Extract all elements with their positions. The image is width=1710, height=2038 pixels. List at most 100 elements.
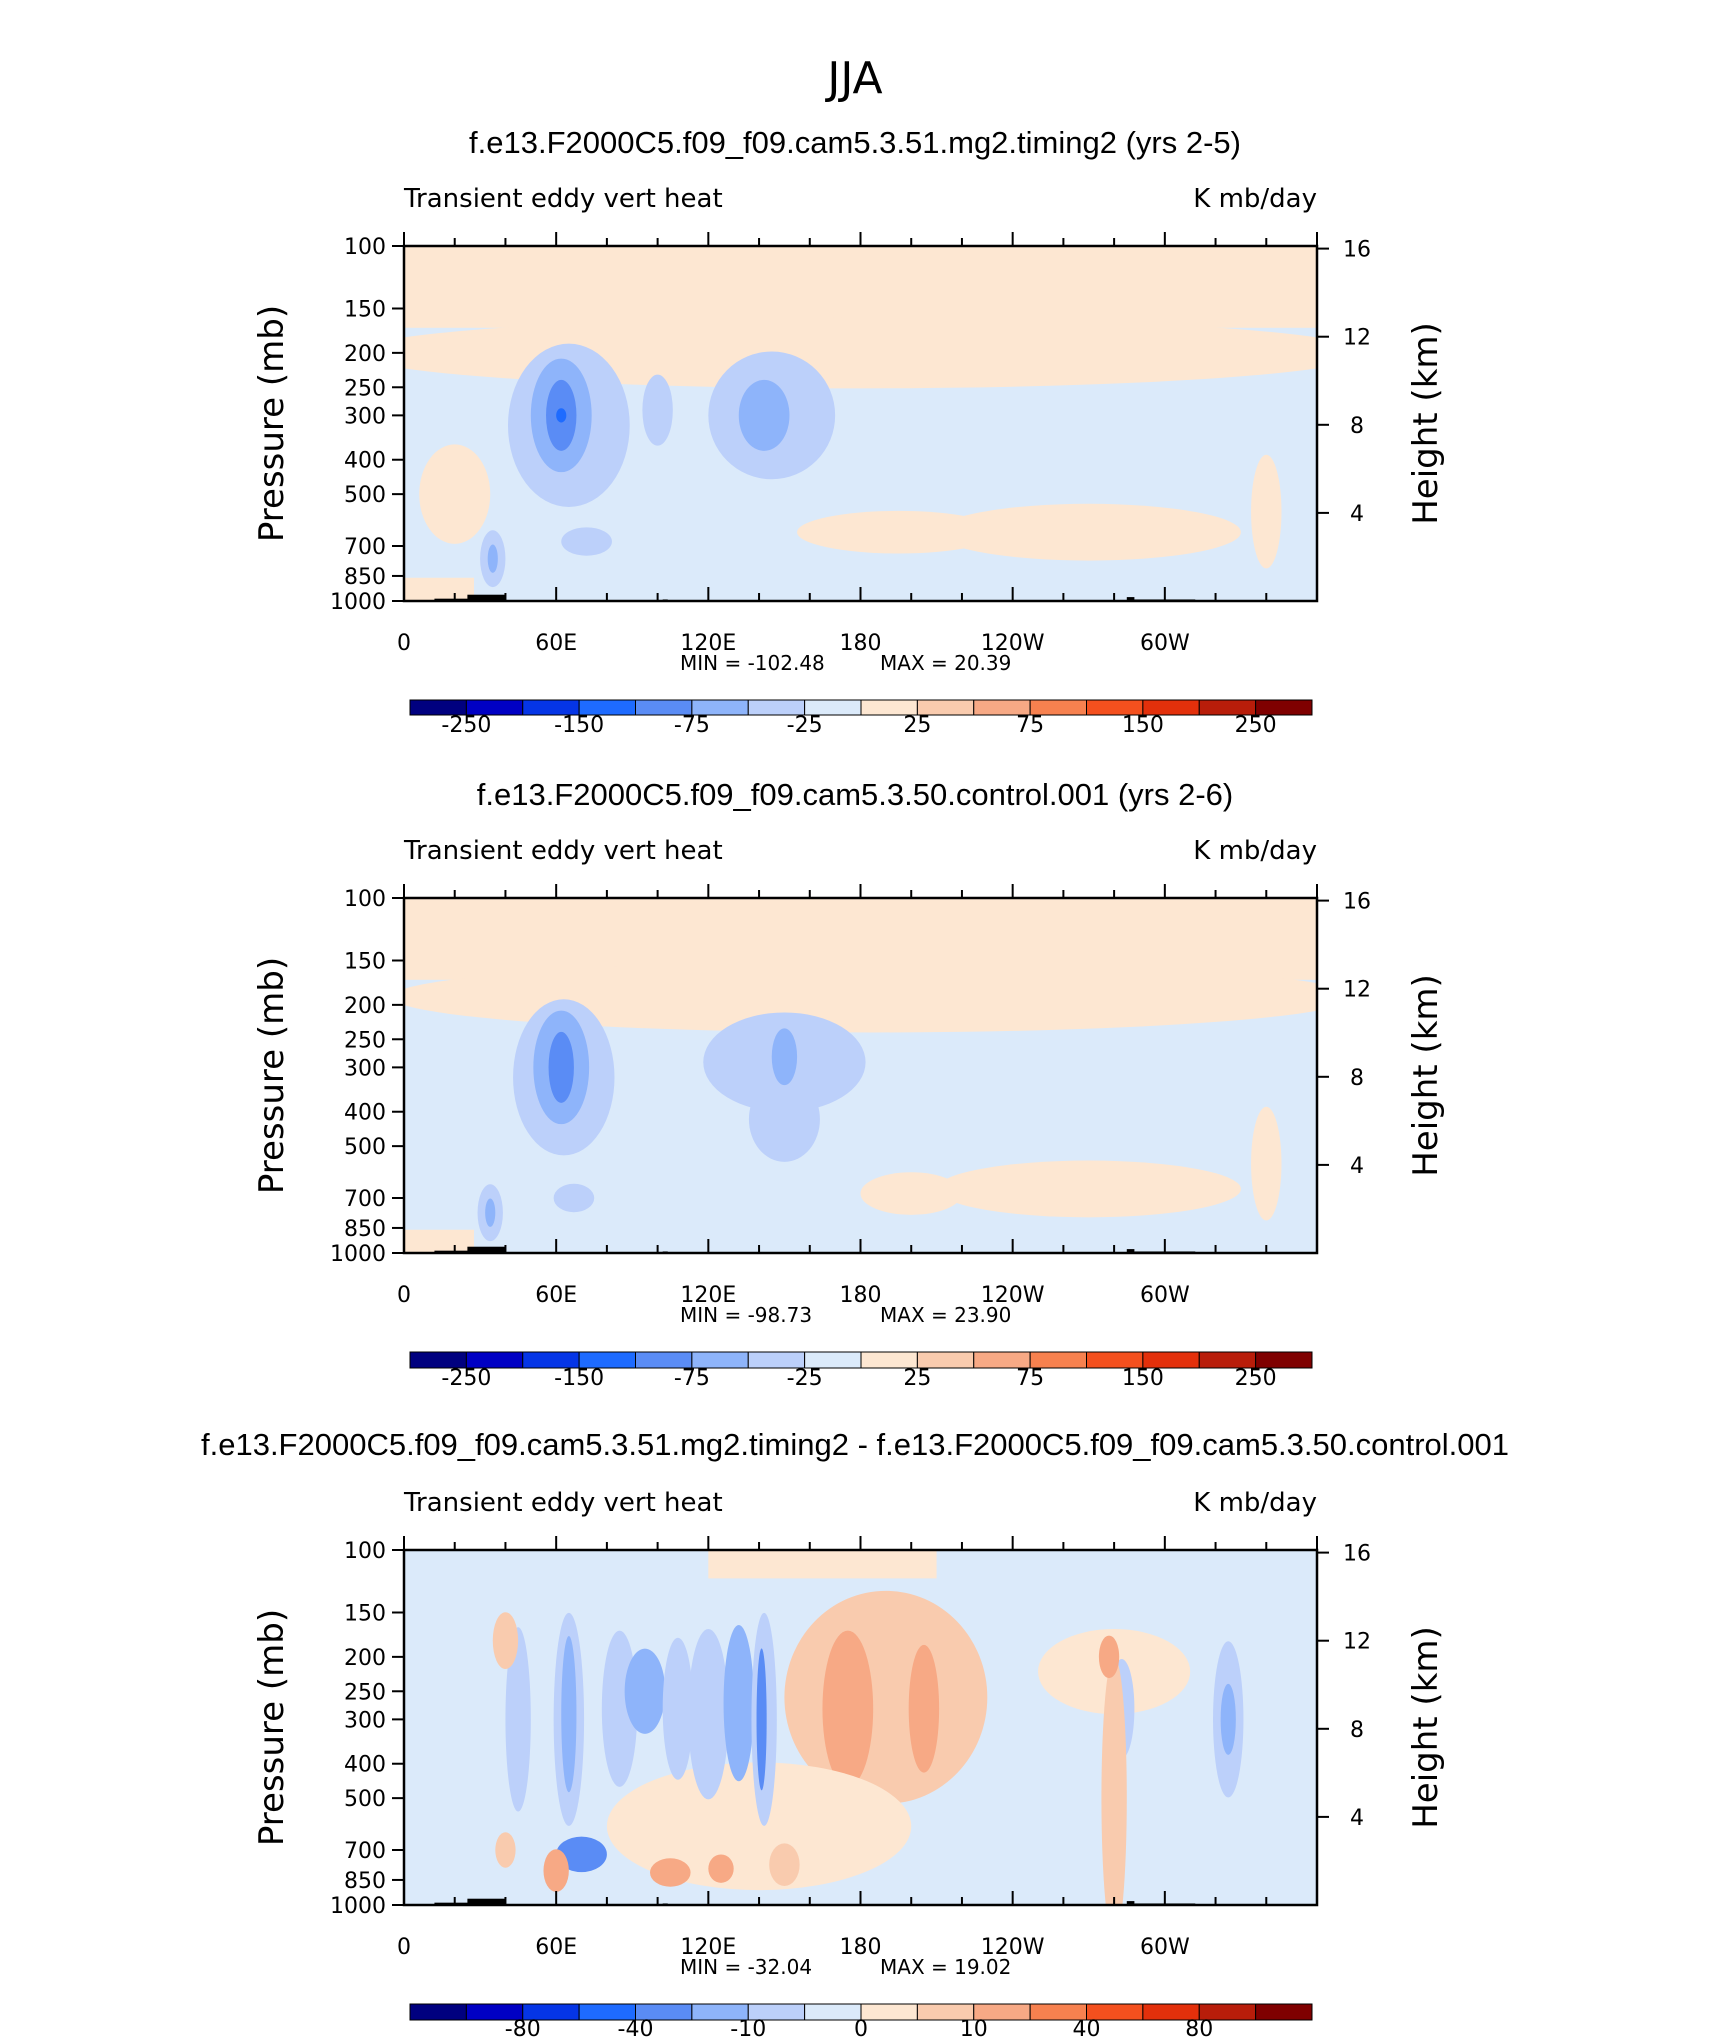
colorbar-label: 25 <box>903 713 931 738</box>
units-label: K mb/day <box>1193 184 1317 214</box>
contour-blob <box>771 1028 798 1086</box>
min-label: MIN = -98.73 <box>680 1303 812 1327</box>
y-tick-label: 700 <box>344 1187 386 1212</box>
contour-blob <box>708 1854 734 1883</box>
colorbar-label: 75 <box>1016 1366 1044 1391</box>
panel-title: f.e13.F2000C5.f09_f09.cam5.3.50.control.… <box>477 777 1234 812</box>
units-label: K mb/day <box>1193 836 1317 866</box>
contour-blob <box>1251 1106 1282 1221</box>
surface-positive <box>404 1229 474 1253</box>
y2-tick-label: 12 <box>1343 326 1371 351</box>
y2-tick-label: 16 <box>1343 1542 1371 1567</box>
y-tick-label: 250 <box>344 376 386 401</box>
colorbar-label: 25 <box>903 1366 931 1391</box>
variable-label: Transient eddy vert heat <box>403 184 723 214</box>
topography <box>467 1898 506 1905</box>
y-tick-label: 500 <box>344 483 386 508</box>
contour-blob <box>404 317 1317 389</box>
y-axis-title: Pressure (mb) <box>252 305 292 542</box>
y2-tick-label: 16 <box>1343 238 1371 263</box>
colorbar-label: -75 <box>674 1366 710 1391</box>
panel-title: f.e13.F2000C5.f09_f09.cam5.3.51.mg2.timi… <box>201 1427 1509 1462</box>
x-tick-label: 180 <box>840 1283 882 1308</box>
figure-title: JJA <box>824 53 882 104</box>
contour-blob <box>561 527 612 556</box>
colorbar: -250 -150 -75 -25 25 75 150 250 <box>409 699 1313 738</box>
contour-blob <box>769 1843 800 1887</box>
colorbar-label: 80 <box>1185 2017 1213 2038</box>
colorbar: -80 -40 -10 0 10 40 80 <box>409 2003 1313 2038</box>
topography <box>467 1246 506 1253</box>
colorbar-label: 10 <box>960 2017 988 2038</box>
colorbar-label: 250 <box>1235 713 1277 738</box>
y2-tick-label: 12 <box>1343 978 1371 1003</box>
topography <box>1126 1249 1135 1253</box>
max-label: MAX = 19.02 <box>880 1955 1011 1979</box>
colorbar-label: 250 <box>1235 1366 1277 1391</box>
colorbar-label: -250 <box>441 713 491 738</box>
y2-axis-title: Height (km) <box>1406 1626 1446 1829</box>
colorbar-label: 40 <box>1073 2017 1101 2038</box>
min-label: MIN = -102.48 <box>680 651 825 675</box>
colorbar-label: -75 <box>674 713 710 738</box>
contour-blob <box>543 1849 569 1892</box>
colorbar-swatch <box>1255 1351 1313 1369</box>
colorbar-label: -150 <box>554 713 604 738</box>
y-tick-label: 100 <box>344 1539 386 1564</box>
topography <box>1126 1901 1135 1905</box>
x-tick-label: 0 <box>397 631 411 656</box>
y-tick-label: 300 <box>344 1708 386 1733</box>
variable-label: Transient eddy vert heat <box>403 836 723 866</box>
colorbar-label: 150 <box>1122 713 1164 738</box>
x-tick-label: 180 <box>840 1935 882 1960</box>
colorbar-label: 75 <box>1016 713 1044 738</box>
y-tick-label: 100 <box>344 887 386 912</box>
topography <box>1126 597 1135 601</box>
x-tick-label: 120E <box>680 1283 736 1308</box>
units-label: K mb/day <box>1193 1488 1317 1518</box>
contour-blob <box>723 1625 754 1782</box>
y2-tick-label: 8 <box>1350 1066 1364 1091</box>
colorbar-swatch <box>860 2003 918 2021</box>
colorbar-label: -25 <box>787 713 823 738</box>
x-tick-label: 60W <box>1140 631 1190 656</box>
x-tick-label: 60E <box>535 1283 577 1308</box>
y-tick-label: 200 <box>344 994 386 1019</box>
y-tick-label: 850 <box>344 1869 386 1894</box>
y2-axis-title: Height (km) <box>1406 974 1446 1177</box>
x-tick-label: 60E <box>535 631 577 656</box>
y2-tick-label: 4 <box>1350 1806 1364 1831</box>
contour-blob <box>606 1762 912 1891</box>
max-label: MAX = 20.39 <box>880 651 1011 675</box>
y-tick-label: 250 <box>344 1680 386 1705</box>
colorbar-label: 0 <box>854 2017 868 2038</box>
contour-blob <box>561 1636 577 1793</box>
y-tick-label: 150 <box>344 298 386 323</box>
surface-positive <box>404 577 474 601</box>
contour-blob <box>1220 1683 1236 1755</box>
y-tick-label: 1000 <box>330 1242 386 1267</box>
y-tick-label: 850 <box>344 565 386 590</box>
y2-tick-label: 4 <box>1350 502 1364 527</box>
y-axis-title: Pressure (mb) <box>252 957 292 1194</box>
y-tick-label: 500 <box>344 1135 386 1160</box>
contour-blob <box>822 1630 874 1787</box>
colorbar-label: -40 <box>618 2017 654 2038</box>
contour-blob <box>748 1076 820 1162</box>
contour-blob <box>738 379 790 451</box>
panels: f.e13.F2000C5.f09_f09.cam5.3.51.mg2.timi… <box>201 125 1509 2038</box>
y2-tick-label: 4 <box>1350 1154 1364 1179</box>
contour-field <box>404 1550 1317 1905</box>
stratosphere-positive <box>404 246 1317 328</box>
y-tick-label: 1000 <box>330 1894 386 1919</box>
y-tick-label: 700 <box>344 535 386 560</box>
y-tick-label: 850 <box>344 1217 386 1242</box>
panel-2: f.e13.F2000C5.f09_f09.cam5.3.50.control.… <box>252 777 1446 1391</box>
panel-title: f.e13.F2000C5.f09_f09.cam5.3.51.mg2.timi… <box>469 125 1241 160</box>
y-tick-label: 300 <box>344 1056 386 1081</box>
contour-field <box>404 246 1317 601</box>
colorbar-label: -25 <box>787 1366 823 1391</box>
y-tick-label: 300 <box>344 404 386 429</box>
x-tick-label: 60W <box>1140 1283 1190 1308</box>
